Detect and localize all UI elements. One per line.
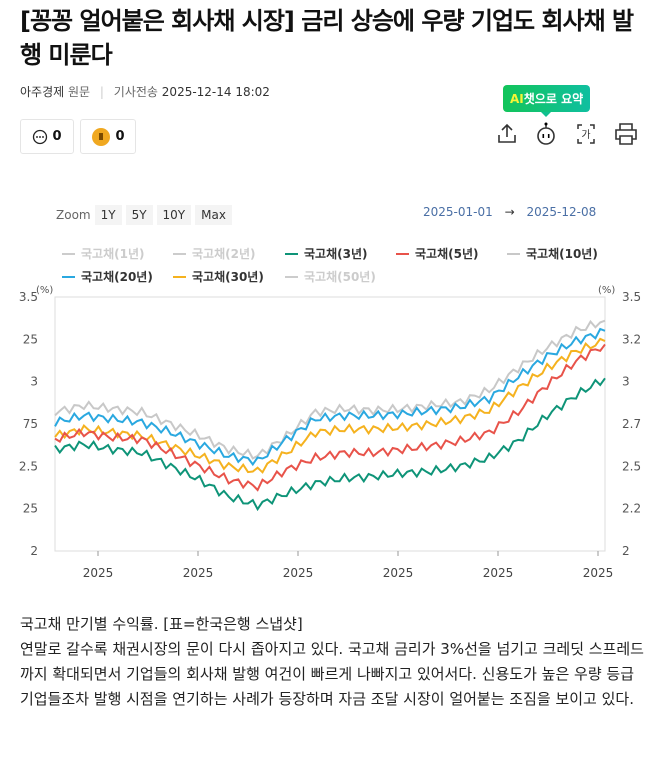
unit-left: (%): [36, 285, 53, 296]
legend-swatch: [396, 252, 409, 255]
share-icon[interactable]: [494, 121, 520, 147]
y-tick-right: 2.5: [622, 459, 641, 473]
print-icon[interactable]: [613, 121, 639, 147]
legend-label: 국고채(20년): [81, 270, 153, 284]
y-tick-right: 2: [622, 544, 630, 558]
y-tick-left: 75: [23, 417, 38, 431]
legend-swatch: [173, 275, 186, 278]
x-tick-label: 2025: [283, 566, 314, 580]
legend-swatch: [173, 252, 186, 255]
y-tick-right: 3.5: [622, 290, 641, 304]
ai-label: AI: [510, 92, 524, 106]
date-range: 2025-01-01 → 2025-12-08: [423, 205, 596, 219]
sent-label: 기사전송: [113, 85, 158, 99]
x-tick-label: 2025: [83, 566, 114, 580]
zoom-10y-button[interactable]: 10Y: [156, 205, 192, 225]
y-tick-left: 25: [23, 502, 38, 516]
article-title: [꽁꽁 얼어붙은 회사채 시장] 금리 상승에 우량 기업도 회사채 발행 미룬…: [20, 7, 634, 69]
range-to[interactable]: 2025-12-08: [526, 205, 597, 219]
zoom-1y-button[interactable]: 1Y: [94, 205, 122, 225]
ai-bot-icon[interactable]: [533, 121, 559, 147]
sent-time: 2025-12-14 18:02: [161, 85, 270, 99]
legend-item[interactable]: 국고채(2년): [173, 245, 255, 262]
legend-item[interactable]: 국고채(50년): [285, 268, 376, 285]
zoom-max-button[interactable]: Max: [195, 205, 232, 225]
article-paragraph: 연말로 갈수록 채권시장의 문이 다시 좁아지고 있다. 국고채 금리가 3%선…: [20, 640, 644, 708]
legend-item[interactable]: 국고채(1년): [62, 245, 144, 262]
comment-button[interactable]: 0: [20, 119, 74, 154]
legend-swatch: [285, 252, 298, 255]
legend-item[interactable]: 국고채(20년): [62, 268, 153, 285]
zoom-label: Zoom: [56, 208, 91, 222]
legend-item[interactable]: 국고채(5년): [396, 245, 478, 262]
plot-frame: [54, 296, 606, 552]
comment-count: 0: [52, 129, 62, 144]
y-tick-left: 3: [30, 375, 38, 389]
legend-swatch: [285, 275, 298, 278]
ai-summary-label: 챗으로 요약: [523, 92, 584, 106]
legend-swatch: [507, 252, 520, 255]
source[interactable]: 아주경제: [20, 85, 65, 99]
x-tick-label: 2025: [183, 566, 214, 580]
y-tick-left: 2: [30, 544, 38, 558]
legend-item[interactable]: 국고채(30년): [173, 268, 264, 285]
reaction-button[interactable]: 0: [80, 119, 136, 154]
series-line-국고채(5년): [54, 343, 606, 492]
x-tick-label: 2025: [583, 566, 614, 580]
zoom-5y-button[interactable]: 5Y: [125, 205, 153, 225]
font-size-icon[interactable]: 가: [573, 121, 599, 147]
svg-text:가: 가: [581, 129, 590, 141]
chart-caption: 국고채 만기별 수익률. [표=한국은행 스냅샷]: [20, 615, 303, 633]
y-tick-left: 2.5: [19, 459, 38, 473]
chart-zoom-controls: Zoom 1Y 5Y 10Y Max: [56, 205, 232, 225]
legend-label: 국고채(1년): [81, 247, 145, 261]
ai-summary-tooltip[interactable]: AI챗으로 요약: [503, 85, 591, 117]
legend-swatch: [62, 275, 75, 278]
legend-label: 국고채(2년): [192, 247, 256, 261]
legend-label: 국고채(30년): [192, 270, 264, 284]
legend-item[interactable]: 국고채(3년): [285, 245, 367, 262]
y-tick-left: 3.5: [19, 290, 38, 304]
series-line-국고채(10년): [54, 319, 606, 460]
series-line-국고채(20년): [54, 327, 606, 467]
legend-label: 국고채(3년): [304, 247, 368, 261]
reaction-icon: [92, 127, 111, 146]
y-tick-right: 3.2: [622, 332, 641, 346]
y-tick-right: 2.7: [622, 417, 641, 431]
range-from[interactable]: 2025-01-01: [423, 205, 493, 219]
original-link[interactable]: 원문: [68, 85, 91, 99]
x-tick-label: 2025: [383, 566, 414, 580]
legend-label: 국고채(50년): [304, 270, 376, 284]
legend-swatch: [62, 252, 75, 255]
x-tick-label: 2025: [483, 566, 514, 580]
y-tick-left: 25: [23, 332, 38, 346]
legend-label: 국고채(10년): [526, 247, 598, 261]
range-arrow: →: [504, 205, 515, 219]
legend-item[interactable]: 국고채(10년): [507, 245, 598, 262]
reaction-count: 0: [115, 129, 125, 144]
series-line-국고채(3년): [54, 377, 606, 512]
article-meta: 아주경제 원문 | 기사전송 2025-12-14 18:02: [20, 85, 270, 99]
unit-right: (%): [598, 285, 615, 296]
legend-label: 국고채(5년): [415, 247, 479, 261]
comment-icon: [33, 129, 48, 144]
article-body: 국고채 만기별 수익률. [표=한국은행 스냅샷] 연말로 갈수록 채권시장의 …: [20, 612, 645, 712]
y-tick-right: 2.2: [622, 502, 641, 516]
series-line-국고채(30년): [54, 337, 606, 474]
y-tick-right: 3: [622, 375, 630, 389]
